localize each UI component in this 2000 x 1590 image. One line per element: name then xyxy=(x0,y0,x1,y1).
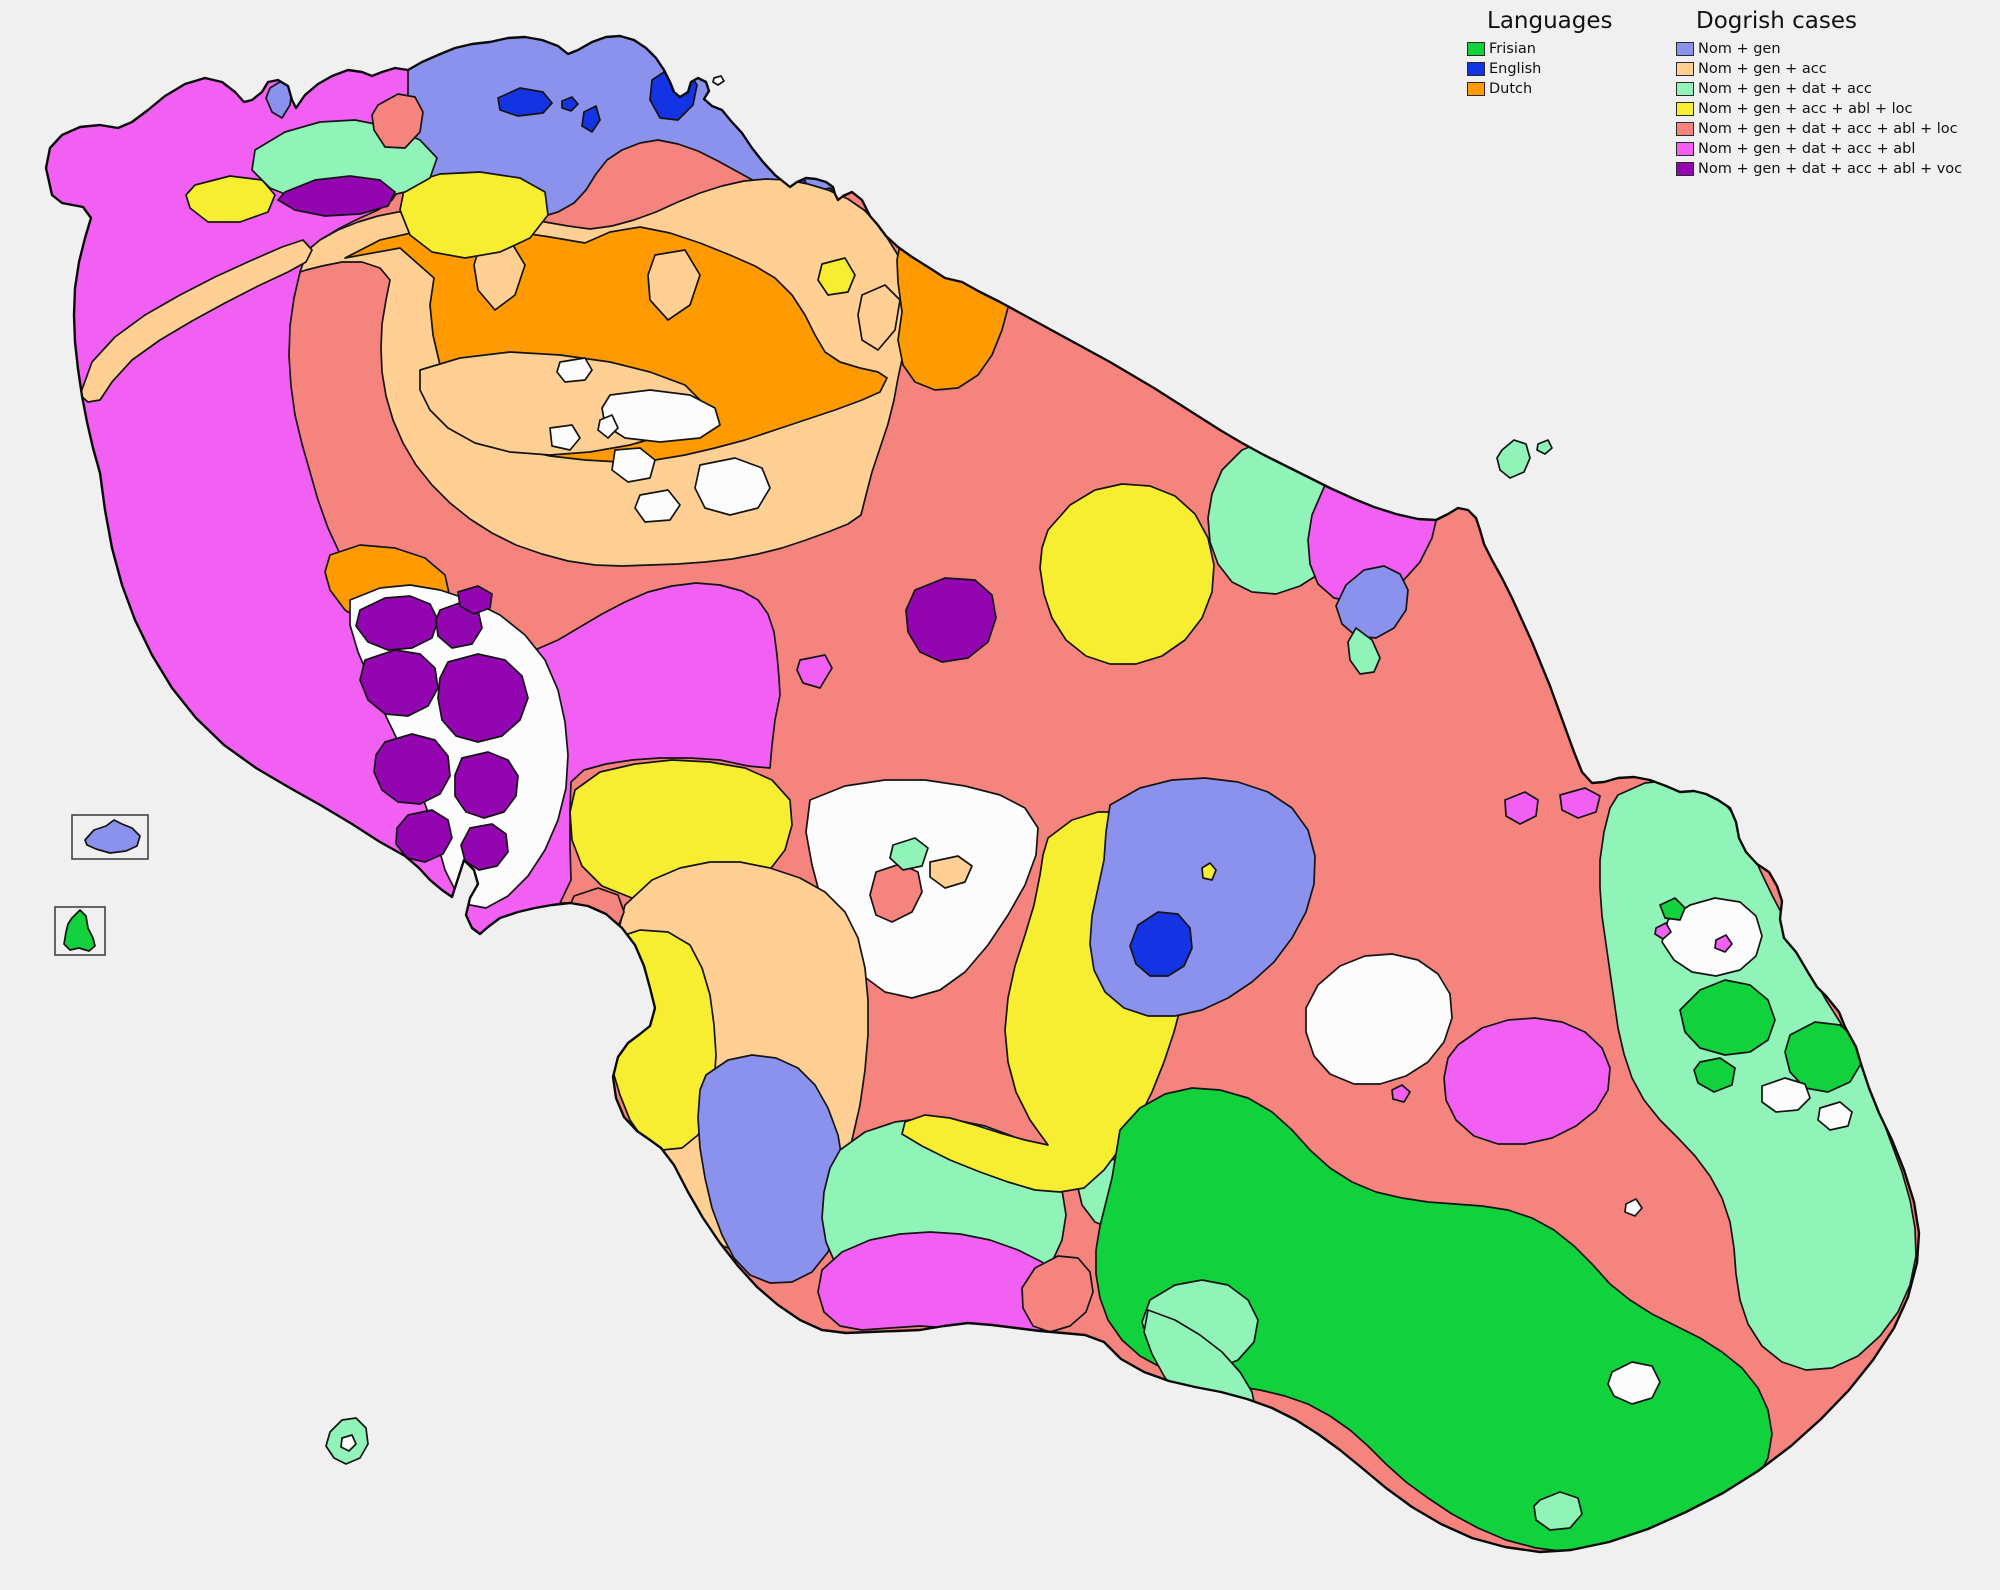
dutch-swatch-icon xyxy=(1467,82,1485,96)
nom-gen-dat-acc-abl-voc-swatch-icon xyxy=(1676,162,1694,176)
region-magenta-sliver xyxy=(796,654,833,689)
legend-item-label: Frisian xyxy=(1489,41,1536,57)
legend-item-label: English xyxy=(1489,61,1542,77)
region-purple-center xyxy=(905,577,997,663)
region-purple-sliver-east xyxy=(1577,744,1599,767)
legend-item: English xyxy=(1467,59,1541,79)
region-purple-south xyxy=(659,1244,731,1311)
legend-languages-items: Frisian English Dutch xyxy=(1467,39,1541,99)
frisian-swatch-icon xyxy=(1467,42,1485,56)
nom-gen-acc-abl-loc-swatch-icon xyxy=(1676,102,1694,116)
legend-item: Nom + gen + dat + acc + abl xyxy=(1676,139,1962,159)
legend-item: Dutch xyxy=(1467,79,1541,99)
inset-box-frisian xyxy=(54,906,106,956)
region-periwinkle-east xyxy=(1089,777,1316,1017)
lakes-in-green xyxy=(1607,1077,1853,1405)
lakes-center xyxy=(549,357,771,523)
region-salmon-sliver-sw xyxy=(568,887,625,946)
nom-gen-acc-swatch-icon xyxy=(1676,62,1694,76)
legend-cases-title: Dogrish cases xyxy=(1696,8,1857,34)
legend-item: Frisian xyxy=(1467,39,1541,59)
region-mottled-purple-zone xyxy=(349,584,569,909)
legend-item-label: Nom + gen + dat + acc + abl + voc xyxy=(1698,161,1963,177)
nom-gen-dat-acc-abl-swatch-icon xyxy=(1676,142,1694,156)
inset-box-periwinkle xyxy=(71,814,149,860)
legend: Languages Frisian English Dutch Dogrish … xyxy=(0,0,2000,200)
legend-item-label: Nom + gen + acc xyxy=(1698,61,1827,77)
legend-item: Nom + gen + dat + acc xyxy=(1676,79,1962,99)
region-periwinkle-south xyxy=(697,1054,844,1284)
region-yellow-small-ne xyxy=(817,257,856,296)
lake-northeast xyxy=(1654,897,1763,977)
legend-item-label: Nom + gen + dat + acc + abl xyxy=(1698,141,1916,157)
nom-gen-dat-acc-swatch-icon xyxy=(1676,82,1694,96)
legend-item: Nom + gen + acc xyxy=(1676,59,1962,79)
legend-item-label: Nom + gen + dat + acc xyxy=(1698,81,1872,97)
nom-gen-swatch-icon xyxy=(1676,42,1694,56)
legend-item: Nom + gen xyxy=(1676,39,1962,59)
legend-item-label: Dutch xyxy=(1489,81,1533,97)
legend-item-label: Nom + gen + acc + abl + loc xyxy=(1698,101,1913,117)
legend-item: Nom + gen + dat + acc + abl + voc xyxy=(1676,159,1962,179)
lake-east xyxy=(1305,953,1453,1103)
legend-item: Nom + gen + acc + abl + loc xyxy=(1676,99,1962,119)
offshore-islands xyxy=(325,75,1553,1465)
legend-item-label: Nom + gen xyxy=(1698,41,1781,57)
legend-item: Nom + gen + dat + acc + abl + loc xyxy=(1676,119,1962,139)
legend-languages-title: Languages xyxy=(1487,8,1613,34)
nom-gen-dat-acc-abl-loc-swatch-icon xyxy=(1676,122,1694,136)
regions-northwest xyxy=(185,93,549,259)
legend-item-label: Nom + gen + dat + acc + abl + loc xyxy=(1698,121,1958,137)
english-swatch-icon xyxy=(1467,62,1485,76)
legend-cases-items: Nom + gen Nom + gen + acc Nom + gen + da… xyxy=(1676,39,1962,179)
